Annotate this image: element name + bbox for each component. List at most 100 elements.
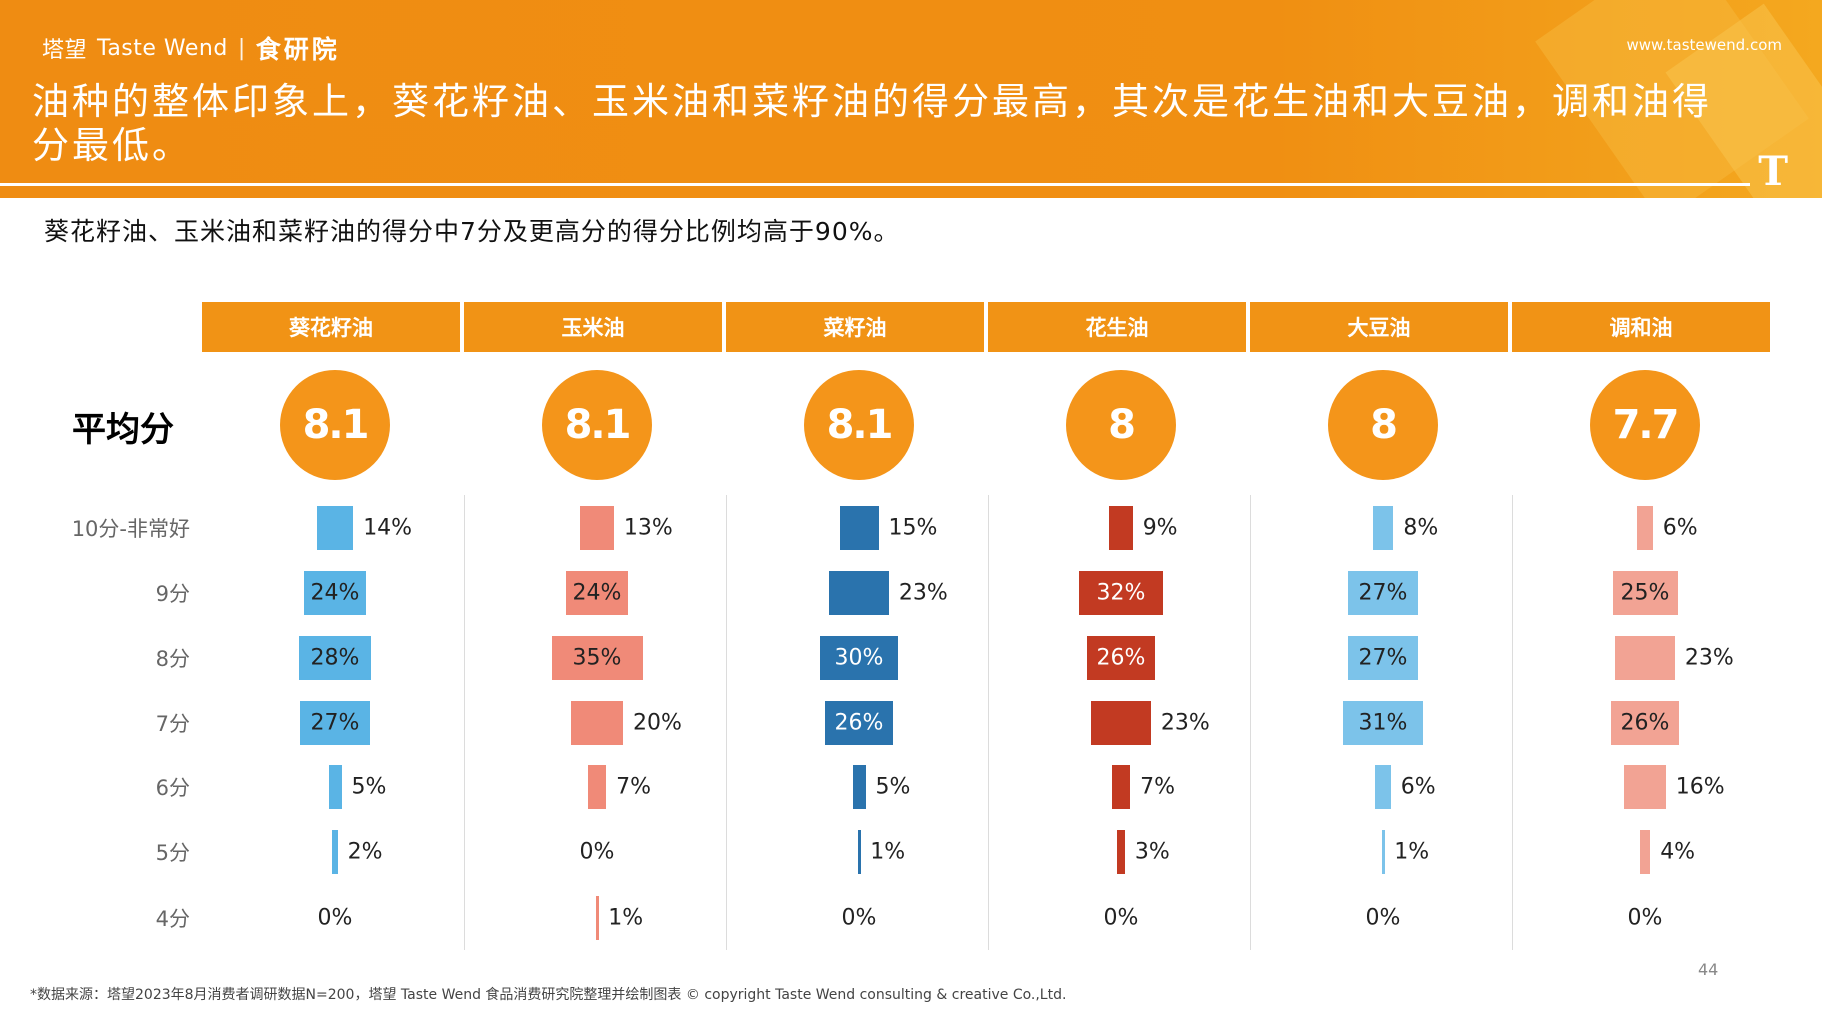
logo-divider: | [237, 35, 246, 61]
y-axis-label: 9分 [155, 582, 190, 606]
score-bar [820, 636, 898, 680]
value-label: 4% [1660, 839, 1696, 865]
score-bar [328, 765, 342, 809]
value-label: 0% [1365, 905, 1401, 931]
score-bar [825, 701, 893, 745]
score-bar [1117, 830, 1125, 874]
average-score-badge: 8.1 [542, 370, 652, 480]
oil-type-header: 菜籽油 [726, 302, 984, 352]
value-label: 26% [1620, 710, 1670, 736]
score-bar [839, 506, 879, 550]
logo-cn: 塔望 [42, 38, 88, 63]
value-label: 7% [1140, 774, 1175, 800]
value-label: 0% [1103, 905, 1139, 931]
score-bar [595, 896, 599, 940]
score-bar [332, 830, 338, 874]
average-score-badge: 7.7 [1590, 370, 1700, 480]
average-score-badge: 8 [1328, 370, 1438, 480]
logo-sub: 食研院 [255, 35, 340, 64]
oil-type-header: 玉米油 [464, 302, 722, 352]
footnote: *数据来源：塔望2023年8月消费者调研数据N=200，塔望 Taste Wen… [30, 987, 1067, 1003]
value-label: 6% [1662, 515, 1698, 541]
y-axis-label: 4分 [155, 907, 190, 931]
value-label: 0% [841, 905, 877, 931]
score-bar [1637, 506, 1653, 550]
value-label: 32% [1096, 580, 1146, 606]
value-label: 9% [1142, 515, 1178, 541]
y-axis-label: 5分 [155, 841, 190, 865]
average-score-badge: 8 [1066, 370, 1176, 480]
value-label: 3% [1134, 839, 1170, 865]
average-score-label: 平均分 [72, 410, 174, 450]
average-score-badge: 8.1 [280, 370, 390, 480]
column-divider [726, 495, 727, 950]
value-label: 25% [1620, 580, 1670, 606]
corner-logo-mark: T [1758, 148, 1788, 195]
page-title: 油种的整体印象上，葵花籽油、玉米油和菜籽油的得分最高，其次是花生油和大豆油，调和… [32, 80, 1712, 167]
value-label: 7% [616, 774, 651, 800]
value-label: 1% [1394, 839, 1430, 865]
score-bar [587, 765, 607, 809]
score-bar [299, 701, 371, 745]
score-bar [571, 701, 623, 745]
column-divider [464, 495, 465, 950]
title-rule [0, 183, 1750, 186]
score-bar [565, 571, 629, 615]
value-label: 23% [898, 580, 948, 606]
logo-en: Taste Wend [97, 35, 228, 61]
average-score-badge: 8.1 [804, 370, 914, 480]
oil-type-header: 大豆油 [1250, 302, 1508, 352]
score-bar [1342, 701, 1424, 745]
value-label: 23% [1684, 645, 1734, 671]
score-bar [1372, 506, 1394, 550]
column-divider [988, 495, 989, 950]
score-bar [1109, 506, 1133, 550]
score-bar [1111, 765, 1131, 809]
value-label: 23% [1160, 710, 1210, 736]
score-bar [1375, 765, 1391, 809]
value-label: 30% [834, 645, 884, 671]
score-bar [1639, 830, 1651, 874]
value-label: 13% [623, 515, 673, 541]
score-bar [857, 830, 861, 874]
header-banner: 塔望 Taste Wend | 食研院 www.tastewend.com 油种… [0, 0, 1822, 198]
subtitle: 葵花籽油、玉米油和菜籽油的得分中7分及更高分的得分比例均高于90%。 [44, 217, 900, 246]
score-bar [303, 571, 367, 615]
score-bar [1079, 571, 1163, 615]
score-bar [1612, 571, 1678, 615]
score-bar [316, 506, 354, 550]
value-label: 27% [1358, 580, 1408, 606]
score-bar [1624, 765, 1666, 809]
score-bar [1615, 636, 1675, 680]
score-bar [1087, 636, 1155, 680]
score-bar [1347, 636, 1419, 680]
page-number: 44 [1698, 960, 1719, 979]
y-axis-label: 8分 [155, 647, 190, 671]
oil-type-header: 调和油 [1512, 302, 1770, 352]
value-label: 0% [1627, 905, 1663, 931]
value-label: 24% [310, 580, 360, 606]
value-label: 5% [875, 774, 911, 800]
score-bar [1347, 571, 1419, 615]
value-label: 24% [572, 580, 622, 606]
value-label: 27% [1358, 645, 1408, 671]
score-bar [852, 765, 866, 809]
value-label: 0% [579, 839, 615, 865]
value-label: 14% [363, 515, 413, 541]
value-label: 8% [1403, 515, 1439, 541]
value-label: 15% [888, 515, 938, 541]
score-bar [1381, 830, 1385, 874]
value-label: 35% [572, 645, 622, 671]
brand-logo: 塔望 Taste Wend | 食研院 [42, 30, 340, 66]
value-label: 26% [1096, 645, 1146, 671]
value-label: 2% [347, 839, 383, 865]
value-label: 31% [1358, 710, 1408, 736]
value-label: 1% [608, 905, 644, 931]
column-divider [1512, 495, 1513, 950]
score-bar [829, 571, 889, 615]
value-label: 28% [310, 645, 360, 671]
value-label: 6% [1400, 774, 1436, 800]
value-label: 1% [870, 839, 906, 865]
score-bar [551, 636, 643, 680]
value-label: 26% [834, 710, 884, 736]
